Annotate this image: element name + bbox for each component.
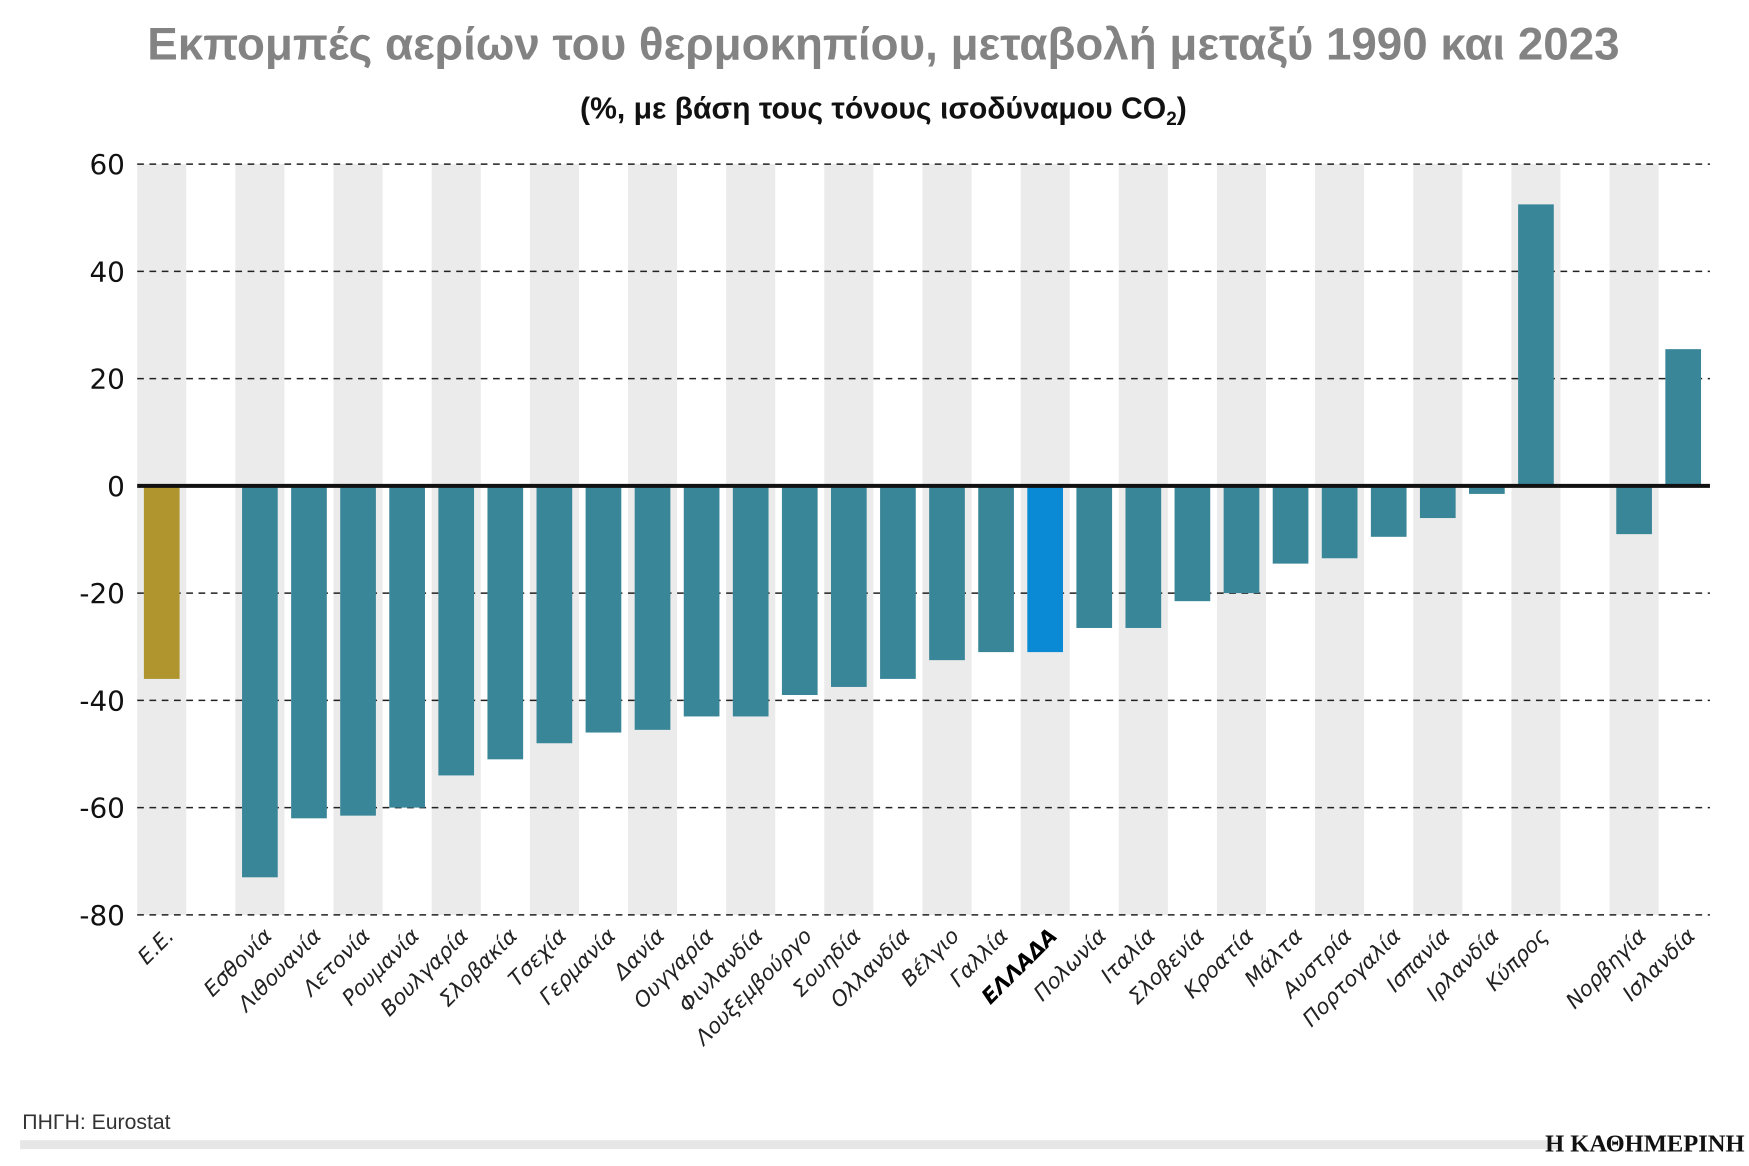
chart-subtitle: (%, με βάση τους τόνους ισοδύναμου CO2): [580, 92, 1187, 130]
bar: [389, 485, 425, 808]
bar: [978, 485, 1014, 653]
bar: [585, 485, 622, 733]
footer-bar: [20, 1140, 1560, 1150]
bar: [340, 485, 376, 816]
bar: [242, 485, 278, 878]
bar: [1616, 485, 1652, 535]
bar: [1223, 485, 1260, 594]
bar: [291, 485, 327, 819]
bar: [487, 485, 524, 760]
x-tick-label: Ε.Ε.: [133, 923, 179, 969]
publisher-logo: Η ΚΑΘΗΜΕΡΙΝΗ: [1545, 1130, 1744, 1157]
bars: [143, 204, 1702, 878]
bar: [1419, 485, 1456, 519]
bar: [683, 485, 720, 717]
y-tick-label: -60: [79, 792, 125, 825]
bar: [929, 485, 965, 661]
y-tick-label: 20: [89, 363, 124, 396]
x-axis-labels: Ε.Ε. ΕσθονίαΛιθουανίαΛετονίαΡουμανίαΒουλγ…: [133, 923, 1701, 1051]
bar: [1469, 485, 1505, 494]
bar: [1321, 485, 1358, 559]
bar: [634, 485, 671, 730]
bar: [1076, 485, 1113, 628]
bar: [1272, 485, 1309, 564]
column-stripe: [1609, 164, 1659, 915]
bar: [1174, 485, 1211, 602]
bar: [830, 485, 867, 687]
bar: [143, 485, 180, 679]
y-tick-label: -20: [79, 577, 125, 610]
bar: [536, 485, 573, 744]
bar: [732, 485, 769, 717]
y-axis-ticks: 60 40 20 0 -20 -40 -60 -80: [79, 148, 125, 932]
column-stripe: [1413, 164, 1463, 915]
source-note: ΠΗΓΗ: Eurostat: [22, 1111, 170, 1134]
y-tick-label: 60: [89, 148, 124, 181]
bar: [781, 485, 818, 695]
chart-title: Εκπομπές αερίων του θερμοκηπίου, μεταβολ…: [147, 18, 1619, 69]
bar: [1665, 349, 1702, 486]
y-tick-label: -80: [79, 899, 125, 932]
bar: [1125, 485, 1162, 628]
y-tick-label: 0: [107, 470, 125, 503]
bar: [1027, 485, 1064, 653]
bar: [438, 485, 475, 776]
bar: [1370, 485, 1407, 537]
y-tick-label: -40: [79, 684, 125, 717]
y-tick-label: 40: [89, 255, 124, 288]
bar: [880, 485, 916, 679]
bar: [1518, 204, 1554, 486]
